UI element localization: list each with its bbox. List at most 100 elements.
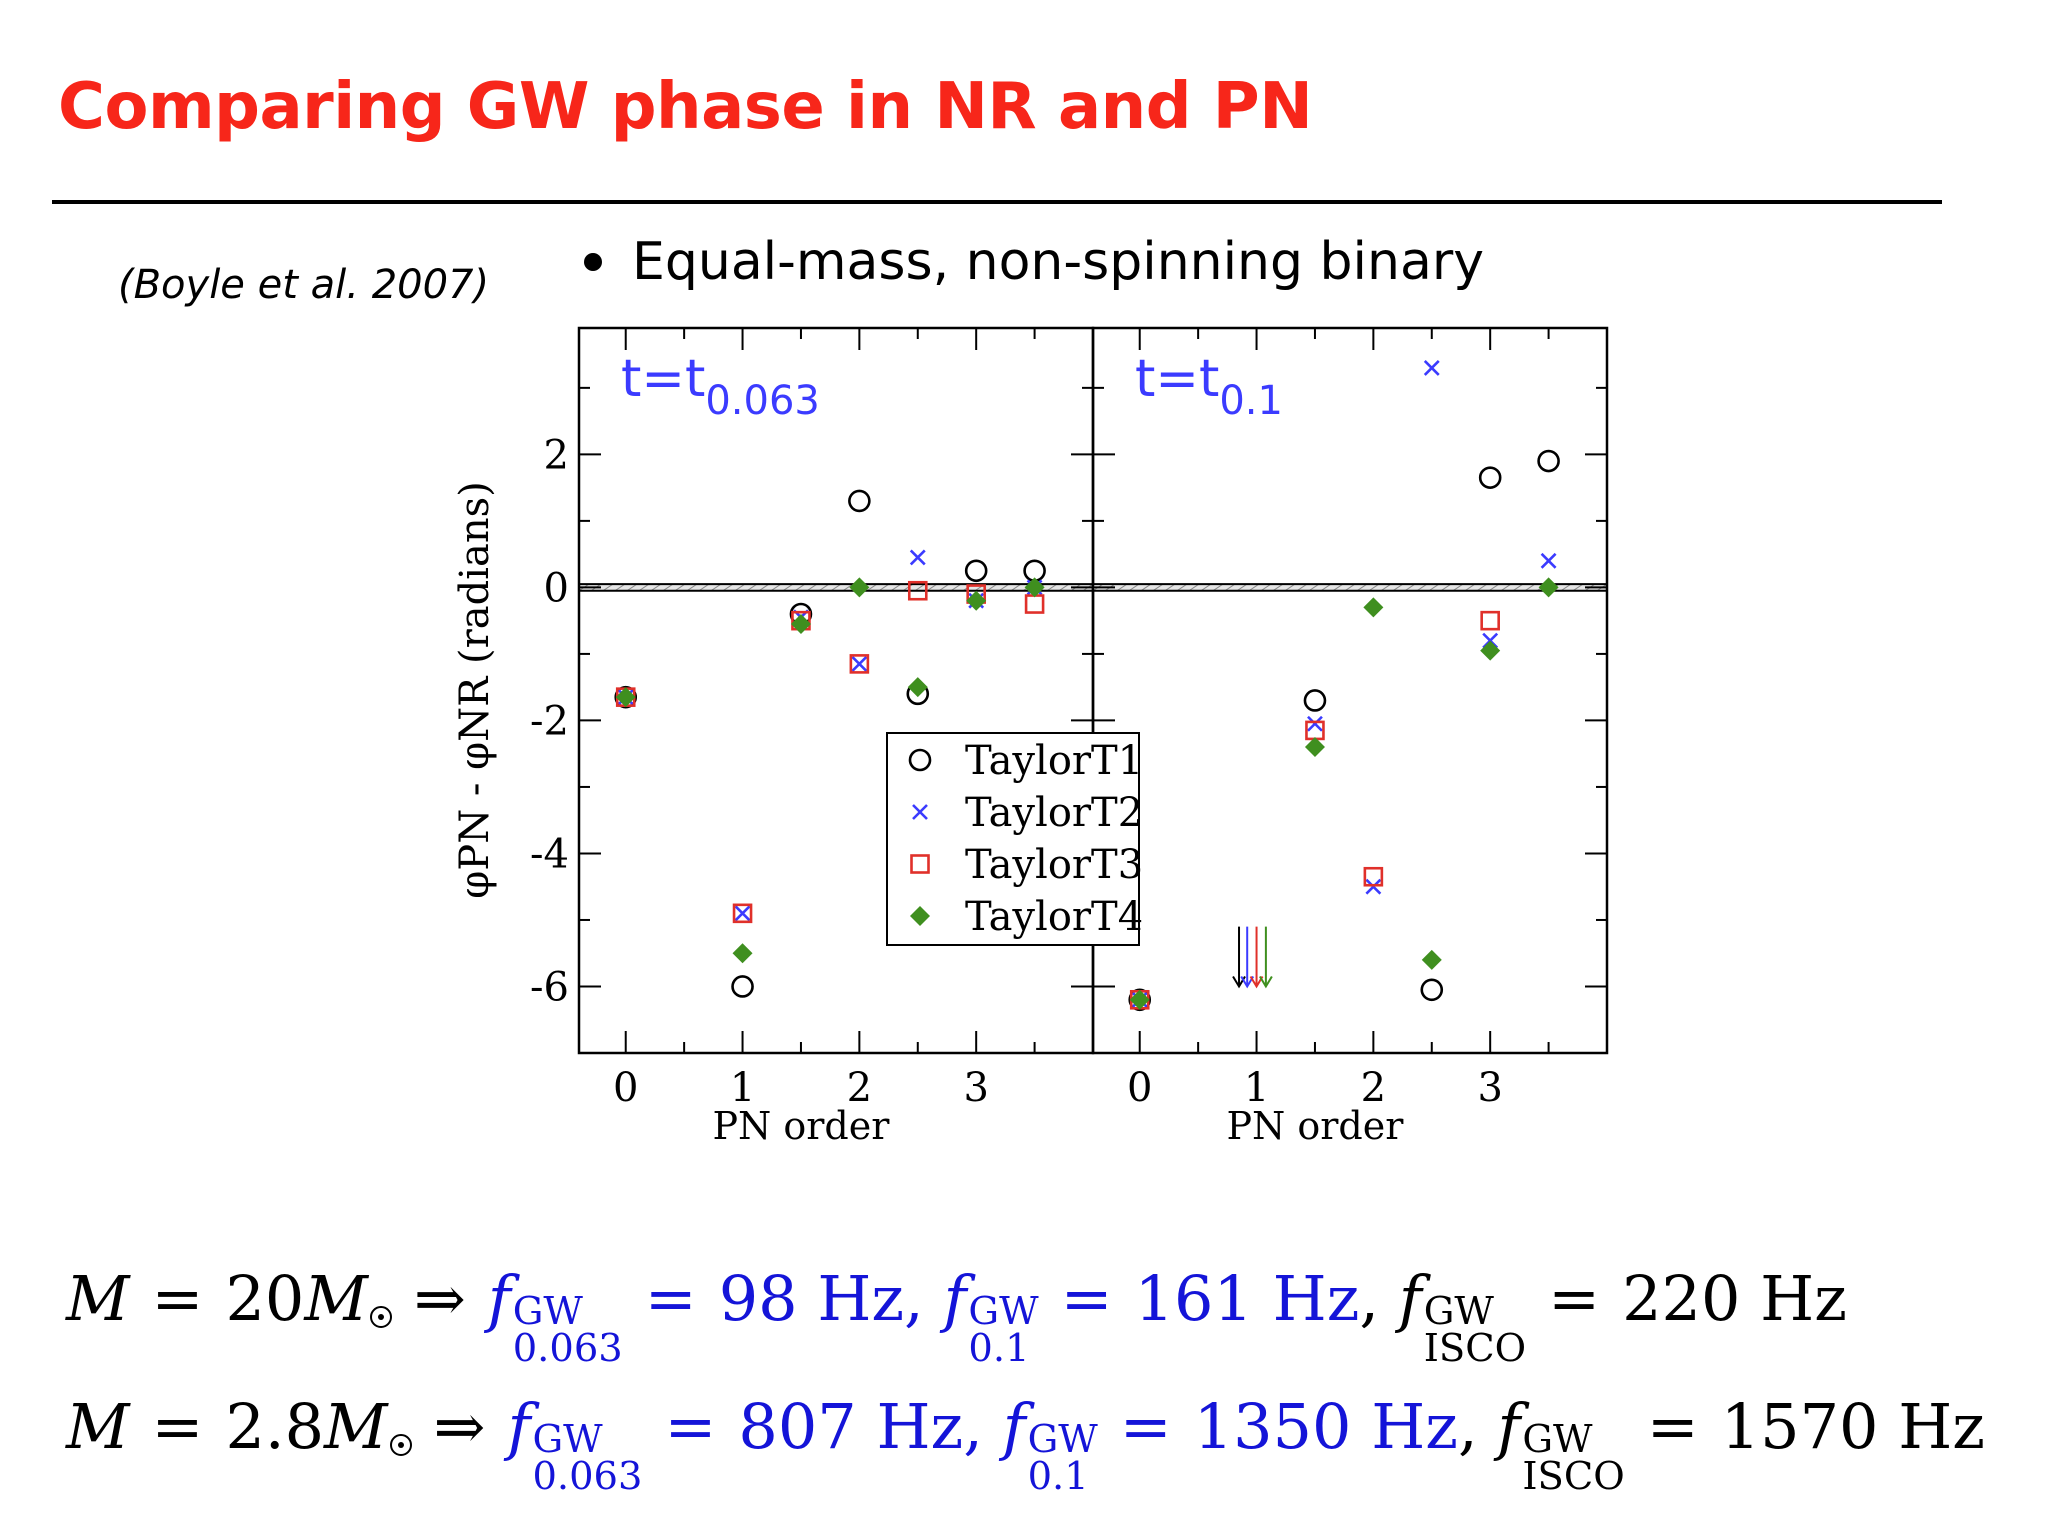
freq-label-2a: 0.063	[532, 1453, 643, 1499]
zero-band-hatch	[1488, 583, 1500, 592]
zero-band-hatch	[1010, 583, 1022, 592]
mass-value-1: 20	[225, 1262, 305, 1335]
zero-band-hatch	[1404, 583, 1416, 592]
data-point-circle	[1303, 689, 1327, 712]
data-point-cross	[1307, 715, 1323, 732]
data-point-circle	[1478, 466, 1502, 489]
zero-band-hatch	[662, 583, 674, 592]
x-axis-label: PN order	[712, 1104, 890, 1148]
zero-band-hatch	[1524, 583, 1536, 592]
data-point-diamond	[849, 577, 870, 598]
zero-band-hatch	[602, 583, 614, 592]
data-point-diamond	[1538, 577, 1559, 598]
zero-band-hatch	[1272, 583, 1284, 592]
data-point-circle	[1537, 449, 1560, 473]
freq-label-1a: 0.063	[512, 1325, 623, 1371]
zero-band-hatch	[1476, 583, 1488, 592]
zero-band-hatch	[914, 583, 926, 592]
zero-band-hatch	[1188, 583, 1200, 592]
slide-title: Comparing GW phase in NR and PN	[58, 70, 1313, 144]
freq-label-1b: 0.1	[968, 1325, 1030, 1371]
chart-panel-2: 0 1 2 3 PN order t=t0.1	[1091, 326, 1609, 1148]
freq-value-1a: 98	[718, 1262, 798, 1335]
data-point-square	[732, 903, 753, 924]
zero-band-hatch	[746, 583, 758, 592]
data-point-cross	[1423, 359, 1440, 376]
zero-band-hatch	[698, 583, 710, 592]
zero-band-hatch	[806, 583, 818, 592]
panel-label: t=t0.063	[621, 349, 820, 424]
zero-band-hatch	[1236, 583, 1248, 592]
legend-marker-circle	[908, 748, 932, 772]
legend-entry: TaylorT4	[965, 894, 1143, 940]
x-tick-label: 1	[730, 1065, 755, 1111]
x-tick-label: 2	[1361, 1065, 1386, 1111]
zero-band-hatch	[890, 583, 902, 592]
data-point-diamond	[966, 590, 987, 611]
frequency-arrow-head	[1259, 975, 1273, 989]
data-point-square	[1024, 594, 1045, 614]
data-point-cross	[734, 905, 751, 922]
zero-band-hatch	[1140, 583, 1152, 592]
sun-symbol-icon	[389, 1434, 412, 1456]
data-point-diamond	[1129, 989, 1150, 1010]
legend: TaylorT1 TaylorT2 TaylorT3 TaylorT4	[886, 732, 1143, 946]
data-point-square	[1480, 610, 1500, 631]
data-point-diamond	[1304, 737, 1325, 758]
freq-value-2a: 807	[738, 1390, 857, 1463]
zero-band-hatch	[1392, 583, 1404, 592]
y-axis-label: φPN - φNR (radians)	[452, 481, 498, 898]
bullet-dot-icon	[584, 253, 602, 271]
freq-label-2b: 0.1	[1027, 1453, 1089, 1499]
zero-band-hatch	[866, 583, 878, 592]
zero-band-hatch	[938, 583, 950, 592]
zero-band-hatch	[1572, 583, 1584, 592]
freq-value-1c: 220	[1622, 1262, 1741, 1335]
x-tick-label: 3	[963, 1065, 988, 1111]
zero-band-hatch	[1164, 583, 1176, 592]
data-point-diamond	[1363, 597, 1384, 618]
zero-band-hatch	[1356, 583, 1368, 592]
title-divider	[52, 200, 1942, 204]
y-tick-label: -4	[530, 831, 569, 877]
zero-band-hatch	[1176, 583, 1188, 592]
zero-band-hatch	[1344, 583, 1356, 592]
data-point-cross	[909, 549, 926, 566]
data-point-cross	[1365, 878, 1382, 895]
data-point-cross	[1540, 552, 1557, 569]
zero-band-hatch	[650, 583, 662, 592]
zero-band-hatch	[1320, 583, 1332, 592]
freq-label-2c: ISCO	[1522, 1453, 1625, 1499]
freq-value-1b: 161	[1134, 1262, 1253, 1335]
zero-band-hatch	[1368, 583, 1380, 592]
y-tick-label: -6	[530, 964, 569, 1010]
zero-band-hatch	[1296, 583, 1308, 592]
legend-entry: TaylorT3	[965, 842, 1143, 888]
zero-band-hatch	[1380, 583, 1392, 592]
data-point-circle	[848, 489, 871, 513]
panel-label: t=t0.1	[1135, 349, 1283, 424]
freq-value-2b: 1350	[1193, 1390, 1352, 1463]
data-point-circle	[1420, 978, 1444, 1002]
zero-band-hatch	[674, 583, 686, 592]
zero-band-hatch	[782, 583, 794, 592]
bullet-text: Equal-mass, non-spinning binary	[632, 232, 1484, 292]
data-point-circle	[731, 975, 754, 998]
legend-entry: TaylorT2	[965, 790, 1143, 836]
x-tick-label: 0	[613, 1065, 638, 1111]
zero-band-hatch	[1512, 583, 1524, 592]
zero-band-hatch	[818, 583, 830, 592]
zero-band-hatch	[842, 583, 854, 592]
zero-band-hatch	[1260, 583, 1272, 592]
zero-band-hatch	[770, 583, 782, 592]
zero-band-hatch	[1248, 583, 1260, 592]
sun-symbol-icon	[369, 1306, 392, 1328]
zero-band-hatch	[638, 583, 650, 592]
x-tick-label: 0	[1127, 1065, 1152, 1111]
citation: (Boyle et al. 2007)	[118, 262, 490, 308]
legend-marker-diamond	[910, 906, 930, 926]
data-point-diamond	[1480, 640, 1501, 661]
zero-band-hatch	[1428, 583, 1440, 592]
zero-band-hatch	[950, 583, 962, 592]
frequency-arrow-head	[1240, 975, 1255, 989]
